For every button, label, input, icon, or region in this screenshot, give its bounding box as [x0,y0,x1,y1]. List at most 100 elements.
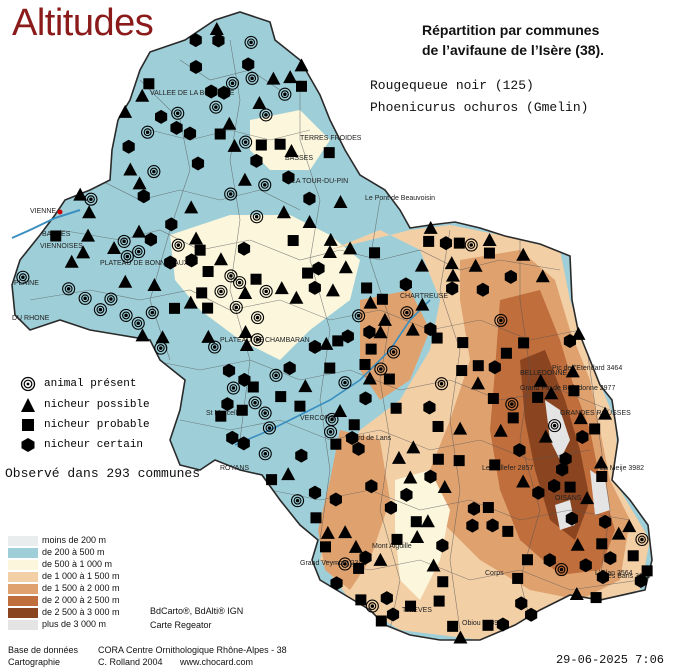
animal-present-symbol [435,377,449,391]
animal-present-symbol [245,71,259,85]
nicheur-possible-symbol [320,525,335,539]
animal-present-symbol [248,396,262,410]
altitude-row: de 500 à 1 000 m [8,559,113,570]
nicheur-certain-symbol [308,280,321,295]
altitude-row: de 1 000 à 1 500 m [8,571,120,582]
nicheur-possible-symbol [403,470,418,484]
nicheur-probable-symbol [143,78,155,90]
nicheur-probable-symbol [359,358,371,370]
animal-present-symbol [120,249,134,264]
altitude-label: de 500 à 1 000 m [42,559,113,569]
rhone-river [11,209,81,239]
animal-present-symbol [278,87,292,101]
peak-3000-zone [545,400,610,530]
nicheur-probable-symbol [310,512,322,524]
nicheur-possible-symbol [118,104,133,118]
subtitle-line-1: Répartition par communes [422,22,600,38]
nicheur-probable-symbol [432,453,444,465]
nicheur-certain-symbol [352,441,365,456]
animal-present-symbol [145,306,159,320]
nicheur-probable-symbol [287,235,299,247]
animal-present-symbol [258,178,272,192]
animal-present-symbol [352,309,366,323]
nicheur-probable-symbol [502,525,514,537]
nicheur-certain-symbol [312,261,325,276]
nicheur-probable-symbol [518,337,530,349]
nicheur-possible-symbol [76,245,91,259]
nicheur-probable-symbol [453,455,465,467]
nicheur-possible-symbol [319,336,334,350]
nicheur-possible-symbol [343,241,358,255]
nicheur-possible-symbol [239,338,254,352]
nicheur-possible-symbol [362,371,377,385]
nicheur-probable-symbol [596,538,608,550]
animal-present-symbol [225,76,240,90]
altitude-row: de 1 500 à 2 000 m [8,583,120,594]
nicheur-certain-symbol [330,576,343,591]
place-label: Obiou 2789 [462,620,498,627]
nicheur-probable-icon [22,419,34,431]
nicheur-probable-symbol [332,335,344,347]
animal-present-symbol [224,187,238,201]
nicheur-probable-symbol [202,302,214,314]
department-border [11,11,653,641]
nicheur-possible-symbol [444,256,459,270]
altitude-swatch [8,584,38,594]
nicheur-probable-symbol [383,373,395,385]
animal-present-symbol [374,362,388,376]
animal-present-symbol [214,284,228,299]
nicheur-certain-symbol [400,487,413,502]
animal-present-symbol [250,333,264,347]
altitude-swatch [8,560,38,570]
nicheur-probable-symbol [247,381,259,393]
nicheur-certain-symbol [439,236,453,251]
nicheur-probable-symbol [50,230,62,242]
legend-label-nicheur-certain: nicheur certain [44,439,144,451]
nicheur-probable-symbol [330,438,342,450]
place-label: TRIEVES [402,607,432,614]
nicheur-probable-symbol [323,147,335,159]
nicheur-certain-symbol [556,462,569,477]
place-label: PLAINE [14,280,39,287]
nicheur-certain-symbol [424,469,437,484]
place-label: DU RHONE [12,315,50,322]
place-label: BELLEDONNE [520,370,567,377]
nicheur-possible-symbol [64,254,79,268]
nicheur-certain-symbol [237,241,251,256]
nicheur-possible-symbol [189,231,204,245]
nicheur-possible-symbol [516,474,531,488]
base-credits-2: Carte Regeator [150,620,212,630]
altitude-label: de 200 à 500 m [42,547,105,557]
nicheur-probable-symbol [482,502,494,514]
nicheur-possible-symbol [405,322,420,336]
animal-present-symbol [229,300,243,314]
nicheur-probable-symbol [568,385,580,397]
place-label: VIENNE [30,208,56,215]
nicheur-certain-symbol [565,511,578,526]
place-label: ROYANS [220,465,249,472]
nicheur-possible-symbol [453,630,468,644]
animal-present-symbol [171,238,185,252]
altitude-label: plus de 3 000 m [42,619,107,629]
nicheur-possible-symbol [570,537,585,551]
nicheur-probable-symbol [196,287,208,299]
nicheur-certain-symbol [189,59,203,74]
nicheur-certain-symbol [185,253,198,268]
nicheur-certain-symbol [144,232,157,247]
nicheur-probable-symbol [472,360,484,372]
animal-present-symbol [262,421,276,435]
place-label: GRANDES ROUSSES [560,410,631,417]
nicheur-probable-symbol [365,343,377,355]
nicheur-certain-symbol [380,591,393,606]
nicheur-possible-symbol [426,558,441,572]
nicheur-possible-symbol [423,220,438,234]
nicheur-certain-symbol [399,277,412,292]
nicheur-certain-symbol [496,617,510,632]
nicheur-possible-symbol [81,228,96,242]
nicheur-possible-symbol [493,423,508,437]
animal-present-symbol [147,165,161,179]
observed-count: Observé dans 293 communes [5,466,201,481]
nicheur-certain-symbol [548,478,561,493]
nicheur-certain-symbol [515,596,528,611]
nicheur-probable-symbol [295,80,307,92]
